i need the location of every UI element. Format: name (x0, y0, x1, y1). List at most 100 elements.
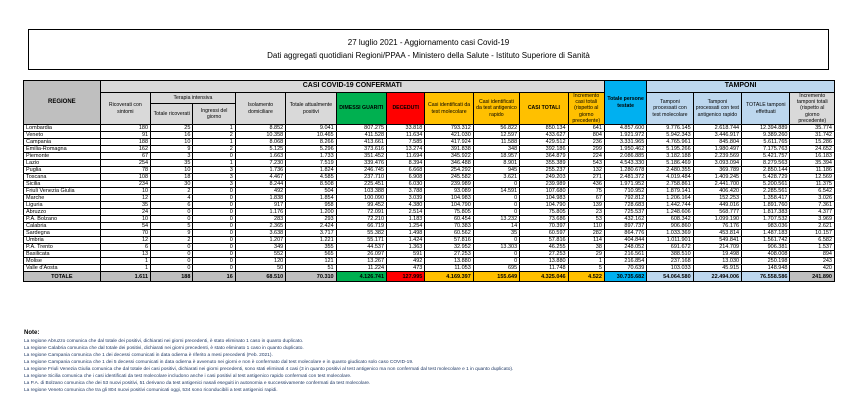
value-cell: 237.710 (335, 173, 388, 182)
value-cell: 1.879.141 (646, 187, 694, 196)
value-cell: 2.850.144 (741, 166, 791, 175)
value-cell: 7.585 (386, 138, 426, 147)
value-cell: 958 (285, 201, 337, 210)
value-cell: 725.537 (603, 208, 648, 217)
value-cell: 35.774 (789, 124, 835, 133)
region-name-cell: Puglia (23, 166, 101, 175)
value-cell: 504 (285, 187, 337, 196)
value-cell: 10.358 (234, 131, 287, 140)
table-row: Piemonte 67 3 0 1.663 1.733 351.452 11.694 345.9… (23, 152, 835, 161)
value-cell: 0 (192, 236, 236, 245)
value-cell: 293 (285, 215, 337, 224)
header-incremento-tamponi: Incremento tamponi totali (rispetto al g… (789, 91, 835, 126)
header-regione: REGIONE (23, 79, 101, 126)
value-cell: 408.008 (741, 250, 791, 259)
value-cell: 710.952 (603, 187, 648, 196)
value-cell: 1.363 (386, 243, 426, 252)
value-cell: 453.814 (692, 229, 743, 238)
value-cell: 10 (99, 187, 152, 196)
total-value-cell: 68.510 (234, 271, 287, 283)
value-cell: 12 (99, 194, 152, 203)
value-cell: 13.030 (692, 257, 743, 266)
value-cell: 5.428.729 (741, 173, 791, 182)
value-cell: 0 (192, 264, 236, 273)
value-cell: 44.537 (335, 243, 388, 252)
value-cell: 0 (192, 257, 236, 266)
value-cell: 249.203 (519, 173, 569, 182)
value-cell: 641 (567, 124, 605, 133)
table-row: P.A. Bolzano 10 0 0 283 293 72.210 1.183 60.454 1… (23, 215, 835, 224)
value-cell: 5.200.561 (741, 180, 791, 189)
value-cell: 104.790 (424, 201, 474, 210)
header-tamponi-totale: TOTALE tamponi effettuati (741, 91, 791, 126)
value-cell: 237.168 (646, 257, 694, 266)
header-attualmente-positivi: Totale attualmente positivi (285, 91, 337, 126)
value-cell: 104.983 (519, 194, 569, 203)
value-cell: 373.616 (335, 145, 388, 154)
value-cell: 1.207 (234, 236, 287, 245)
value-cell: 73.686 (519, 215, 569, 224)
value-cell: 3.446.917 (692, 131, 743, 140)
value-cell: 70.397 (519, 222, 569, 231)
value-cell: 1.980.497 (692, 145, 743, 154)
value-cell: 75 (567, 187, 605, 196)
value-cell: 11.588 (472, 138, 521, 147)
value-cell: 13.880 (424, 257, 474, 266)
value-cell: 27.253 (519, 250, 569, 259)
value-cell: 1.424 (386, 236, 426, 245)
value-cell: 99.452 (335, 201, 388, 210)
region-name-cell: Friuli Venezia Giulia (23, 187, 101, 196)
value-cell: 1.707.532 (741, 215, 791, 224)
value-cell: 728.683 (603, 201, 648, 210)
value-cell: 299 (567, 145, 605, 154)
value-cell: 8.901 (472, 159, 521, 168)
header-tamponi-antigenico: Tamponi processati con test antigenico r… (692, 91, 743, 126)
value-cell: 1.011.901 (646, 236, 694, 245)
total-label-cell: TOTALE (23, 271, 101, 283)
value-cell: 255.237 (519, 166, 569, 175)
value-cell: 35 (150, 159, 194, 168)
value-cell: 7.361 (789, 201, 835, 210)
value-cell: 76.176 (692, 222, 743, 231)
table-row: Lazio 254 35 1 7.230 7.519 339.476 8.394 346.488… (23, 159, 835, 168)
table-row: Sardegna 70 9 0 3.638 3.717 55.382 1.498 60.562 3… (23, 229, 835, 238)
value-cell: 12.597 (472, 131, 521, 140)
value-cell: 2.441.700 (692, 180, 743, 189)
value-cell: 180 (99, 124, 152, 133)
value-cell: 392.186 (519, 145, 569, 154)
value-cell: 53 (567, 215, 605, 224)
value-cell: 11.748 (519, 264, 569, 273)
value-cell: 3.638 (234, 229, 287, 238)
value-cell: 8.279.563 (741, 159, 791, 168)
table-row: P.A. Trento 6 0 0 349 355 44.537 1.363 32.952 13.… (23, 243, 835, 252)
region-name-cell: Marche (23, 194, 101, 203)
value-cell: 552 (234, 250, 287, 259)
value-cell: 9 (150, 145, 194, 154)
value-cell: 2 (192, 131, 236, 140)
value-cell: 60.562 (424, 229, 474, 238)
total-value-cell: 1.611 (99, 271, 152, 283)
value-cell: 57.816 (424, 236, 474, 245)
value-cell: 7.175.763 (741, 145, 791, 154)
value-cell: 0 (472, 201, 521, 210)
value-cell: 2.514 (386, 208, 426, 217)
value-cell: 3.717 (285, 229, 337, 238)
header-terapia-intensiva: Terapia intensiva (150, 91, 236, 105)
value-cell: 0 (472, 250, 521, 259)
value-cell: 492 (234, 187, 287, 196)
table-row: Valle d'Aosta 1 0 0 50 51 11.224 473 11.053 695 11… (23, 264, 835, 273)
value-cell: 10 (150, 166, 194, 175)
notes-label: Note: (24, 330, 40, 336)
total-value-cell: 188 (150, 271, 194, 283)
value-cell: 3.039 (386, 194, 426, 203)
value-cell: 239.989 (519, 180, 569, 189)
region-name-cell: Umbria (23, 236, 101, 245)
value-cell: 1.254 (386, 222, 426, 231)
value-cell: 11.634 (386, 131, 426, 140)
value-cell: 492 (386, 257, 426, 266)
value-cell: 1.498 (386, 229, 426, 238)
table-row: Veneto 91 16 2 10.358 10.465 411.528 11.634 421.… (23, 131, 835, 140)
value-cell: 12 (99, 236, 152, 245)
header-casi-antigenico: Casi identificati da test antigenico rap… (472, 91, 521, 126)
value-cell: 1.854 (285, 194, 337, 203)
